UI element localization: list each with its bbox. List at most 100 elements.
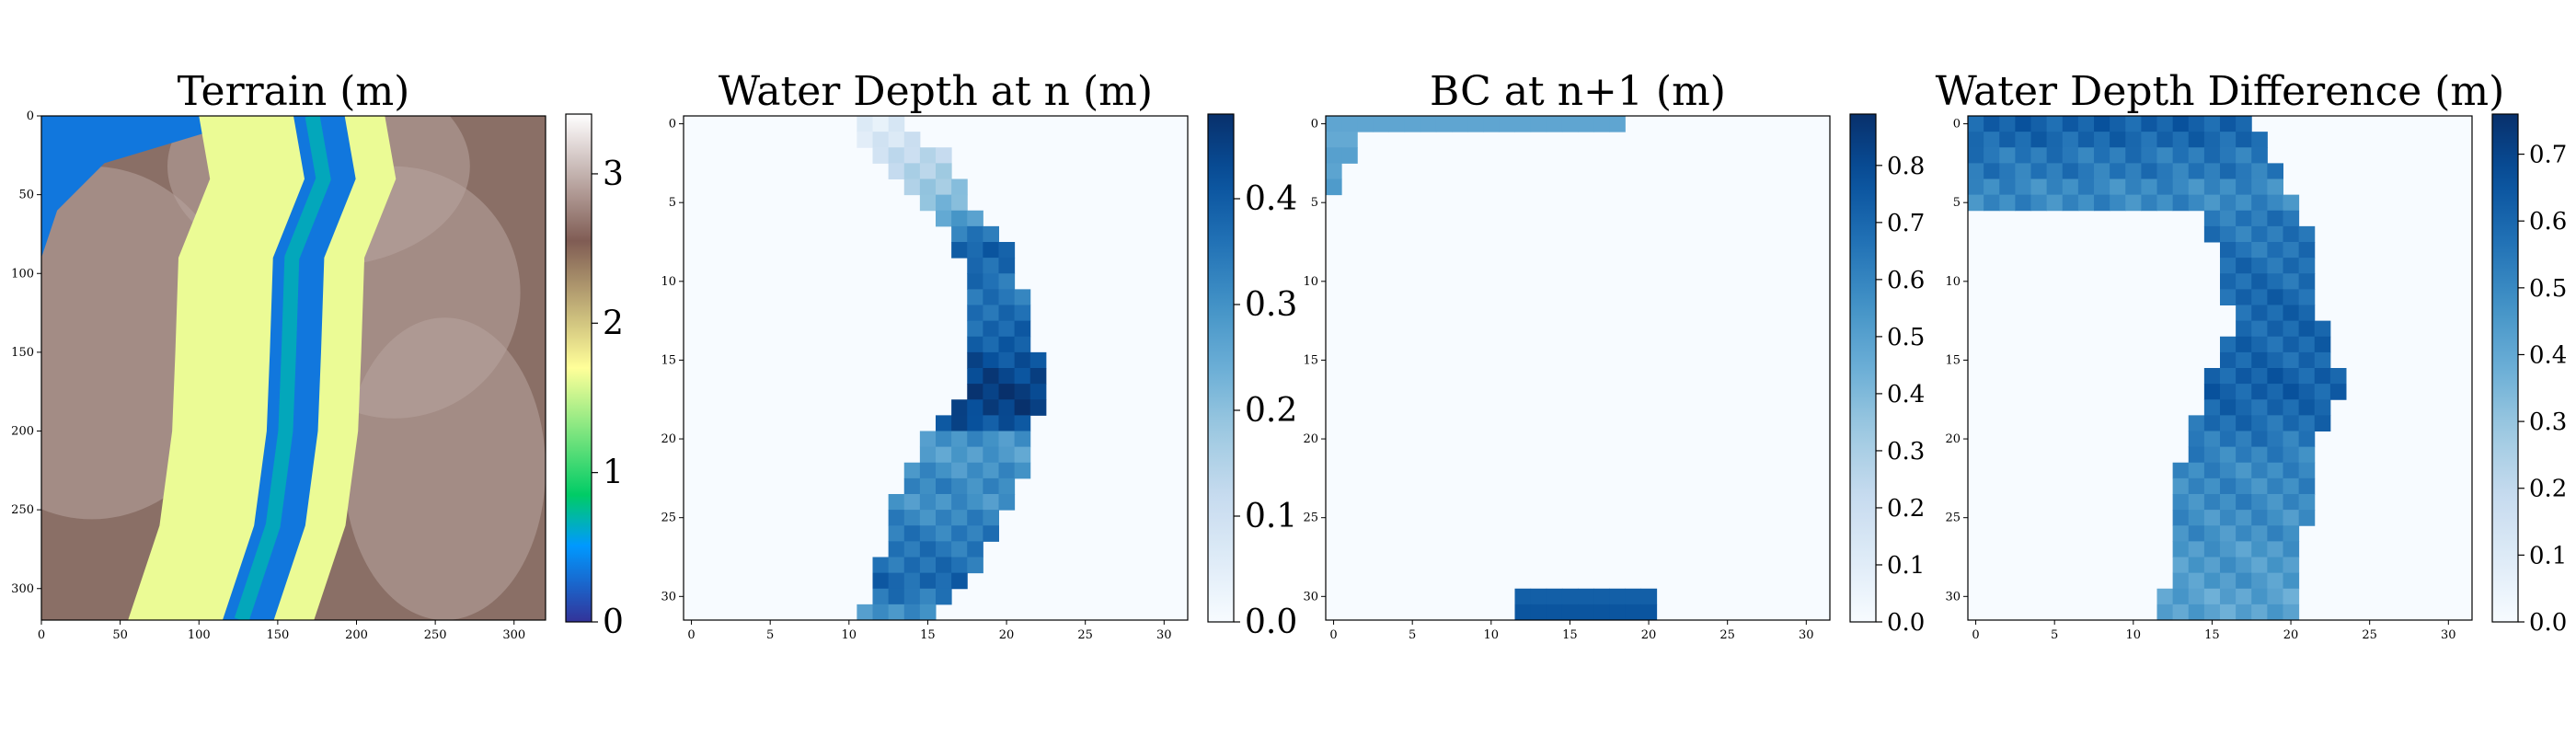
heatmap-cell [2220, 525, 2237, 542]
colorbar-tick-label: 0.5 [2529, 275, 2567, 303]
y-tick-label: 30 [1303, 590, 1318, 604]
heatmap-cell [2188, 116, 2205, 132]
heatmap-cell [2267, 336, 2283, 353]
chart-panel-2: Water Depth at n (m) 0 5 10 15 20 25 30 0 5 10 15 20… [661, 68, 1297, 642]
heatmap-cell [2298, 477, 2316, 495]
heatmap-cell [1326, 163, 1342, 179]
x-tick-label: 100 [188, 628, 211, 642]
heatmap-cell [2267, 557, 2283, 574]
heatmap-cell [2236, 510, 2252, 526]
heatmap-cell [2220, 477, 2237, 495]
heatmap-cell [2203, 525, 2221, 542]
heatmap-cell [2283, 510, 2300, 526]
heatmap-cell [2220, 336, 2237, 353]
heatmap-cell [2236, 368, 2252, 385]
y-tick-label: 0 [27, 109, 34, 123]
heatmap-cell [2220, 163, 2237, 179]
heatmap-cell [983, 477, 999, 495]
heatmap-cell [2030, 194, 2048, 212]
heatmap-cell [2188, 132, 2205, 148]
heatmap-cell [2283, 415, 2300, 431]
heatmap-cell [1514, 604, 1532, 620]
heatmap-cell [2030, 163, 2048, 179]
heatmap-cell [2251, 351, 2268, 369]
heatmap-cell [872, 572, 890, 590]
heatmap-cell [2188, 494, 2205, 511]
colorbar-tick-label: 0.0 [2529, 609, 2567, 637]
colorbar [565, 113, 592, 623]
y-tick-label: 300 [11, 582, 34, 596]
heatmap-cell [998, 305, 1016, 322]
heatmap-cell [2220, 116, 2237, 132]
heatmap-cell [2267, 351, 2283, 369]
heatmap-cell [2094, 116, 2110, 132]
heatmap-cell [2236, 320, 2252, 338]
heatmap-cell [1373, 116, 1389, 132]
heatmap-cell [936, 541, 952, 558]
heatmap-cell [2283, 431, 2300, 448]
heatmap-cell [2267, 494, 2283, 511]
heatmap-cell [2251, 225, 2268, 243]
y-tick-label: 5 [1311, 196, 1318, 210]
plot-area [41, 116, 546, 620]
heatmap-cell [998, 336, 1016, 353]
heatmap-cell [1999, 132, 2016, 148]
heatmap-cell [1984, 194, 2000, 212]
heatmap-cell [2203, 147, 2221, 164]
heatmap-cell [919, 178, 937, 196]
heatmap-cell [2236, 351, 2252, 369]
heatmap-cell [2220, 242, 2237, 259]
x-tick-label: 5 [766, 628, 774, 642]
y-tick-label: 25 [661, 512, 676, 525]
heatmap-cell [2203, 178, 2221, 196]
heatmap-cell [1014, 431, 1031, 448]
heatmap-cell [2188, 557, 2205, 574]
chart-title: Water Depth Difference (m) [1936, 68, 2505, 115]
heatmap-cell [1483, 116, 1500, 132]
colorbar-tick-label: 1 [603, 454, 624, 492]
heatmap-cell [2267, 477, 2283, 495]
heatmap-cell [1968, 147, 1984, 164]
y-tick-label: 20 [1945, 432, 1961, 446]
heatmap-cell [2267, 525, 2283, 542]
heatmap-cell [2283, 557, 2300, 574]
heatmap-cell [1546, 116, 1563, 132]
heatmap-cell [983, 351, 999, 369]
heatmap-cell [2203, 541, 2221, 558]
x-tick-label: 0 [1329, 628, 1337, 642]
heatmap-cell [2236, 477, 2252, 495]
heatmap-cell [1999, 178, 2016, 196]
heatmap-cell [983, 510, 999, 526]
heatmap-cell [2188, 194, 2205, 212]
heatmap-cell [998, 494, 1016, 511]
heatmap-cell [2283, 210, 2300, 227]
heatmap-cell [2077, 194, 2095, 212]
heatmap-cell [2156, 194, 2174, 212]
heatmap-cell [2267, 225, 2283, 243]
heatmap-cell [2267, 194, 2283, 212]
heatmap-cell [1014, 368, 1031, 385]
heatmap-cell [998, 446, 1016, 464]
heatmap-cell [2220, 588, 2237, 605]
heatmap-cell [2188, 604, 2205, 620]
heatmap-cell [2172, 116, 2190, 132]
plot-area [684, 116, 1188, 620]
heatmap-cell [2251, 384, 2268, 400]
heatmap-cell [2251, 336, 2268, 353]
heatmap-cell [2203, 494, 2221, 511]
heatmap-cell [2203, 384, 2221, 400]
heatmap-cell [2267, 572, 2283, 590]
y-tick-label: 100 [11, 267, 34, 281]
heatmap-cell [2298, 320, 2316, 338]
heatmap-cell [951, 525, 968, 542]
heatmap-cell [2203, 572, 2221, 590]
heatmap-cell [2188, 588, 2205, 605]
heatmap-cell [951, 178, 968, 196]
colorbar-tick-label: 0.1 [1887, 552, 1925, 580]
heatmap-cell [951, 541, 968, 558]
heatmap-cell [2236, 163, 2252, 179]
heatmap-cell [2251, 525, 2268, 542]
heatmap-cell [951, 446, 968, 464]
heatmap-cell [1357, 116, 1374, 132]
heatmap-cell [998, 431, 1016, 448]
